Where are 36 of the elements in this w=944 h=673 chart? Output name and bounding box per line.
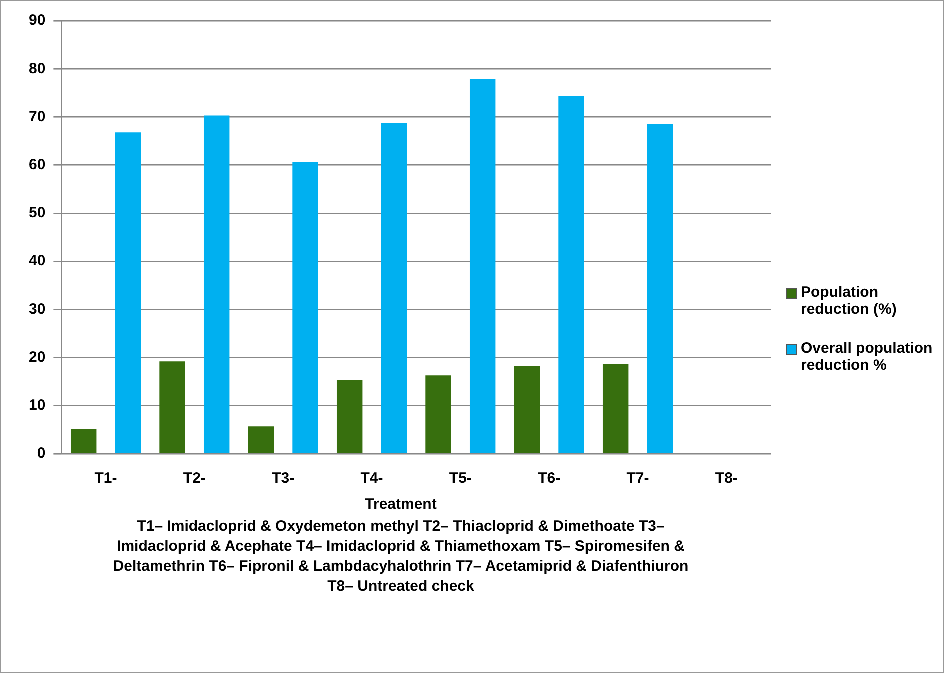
x-tick-label: T7- — [626, 470, 650, 488]
bar — [336, 380, 363, 454]
y-tick-label: 80 — [28, 60, 46, 78]
bar — [602, 364, 629, 454]
y-tick-label: 70 — [28, 108, 46, 126]
x-tick-label: T3- — [272, 470, 295, 488]
bar — [248, 426, 274, 454]
bar — [381, 122, 408, 454]
x-tick-label: T2- — [183, 470, 206, 488]
legend-label: Population reduction (%) — [801, 284, 898, 318]
bar — [470, 79, 496, 454]
y-tick-label: 20 — [28, 348, 46, 366]
bar — [292, 162, 318, 454]
bar — [514, 366, 540, 454]
y-tick-label: 50 — [28, 204, 46, 222]
bar — [426, 376, 452, 454]
x-tick-label: T5- — [449, 470, 472, 488]
y-tick-label: 90 — [28, 12, 46, 30]
x-tick-label: T1- — [94, 470, 118, 488]
x-tick-label: T6- — [538, 470, 561, 488]
legend-label: Overall population reduction % — [801, 340, 934, 374]
bar — [204, 116, 230, 454]
bar — [115, 132, 142, 454]
bar — [70, 428, 97, 454]
y-tick-label: 10 — [28, 397, 46, 414]
x-tick-label: T4- — [360, 470, 384, 488]
bar — [647, 124, 674, 454]
y-tick-label: 40 — [28, 252, 46, 270]
y-tick-label: 60 — [28, 156, 46, 174]
y-tick-label: 0 — [37, 445, 46, 462]
x-axis-title: Treatment — [364, 496, 438, 513]
x-tick-label: T8- — [715, 470, 738, 488]
bar — [558, 96, 584, 454]
y-tick-label: 30 — [28, 300, 46, 318]
bar — [160, 362, 186, 454]
text: T1– Imidacloprid & Oxydemeton methyl T2– Thiacloprid & Dimethoate T3– Imidacloprid & Acephate T4– Imidacloprid & Thiamethoxam T5– Spiromesifen & Deltamethrin T6– Fipronil & Lambdacyhalothrin T7– Acetamiprid & Diafenthiuron T8– Untreated check — [112, 517, 690, 597]
